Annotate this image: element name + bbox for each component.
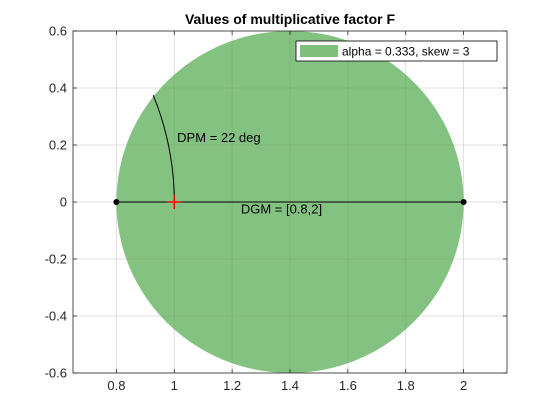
- x-tick-label: 1.4: [281, 378, 299, 393]
- plot-area: [73, 31, 507, 373]
- y-tick-label: -0.6: [45, 366, 67, 381]
- segment-endpoint: [460, 199, 467, 205]
- x-tick-label: 1.8: [397, 378, 415, 393]
- legend: alpha = 0.333, skew = 3: [295, 40, 498, 62]
- annotation-label: DGM = [0.8,2]: [241, 201, 322, 216]
- y-tick-label: -0.2: [45, 252, 67, 267]
- x-tick-label: 2: [460, 378, 467, 393]
- x-tick-label: 1: [171, 378, 178, 393]
- y-tick-label: 0.4: [49, 81, 67, 96]
- y-tick-label: 0.6: [49, 24, 67, 39]
- x-tick-label: 1.6: [339, 378, 357, 393]
- dpm-arc: [152, 95, 175, 203]
- annotations: DPM = 22 deg DGM = [0.8,2]: [177, 130, 322, 216]
- x-tick-label: 1.2: [223, 378, 241, 393]
- segment-endpoint: [113, 199, 120, 205]
- ticks: 0.8 1 1.2 1.4 1.6 1.8 2 0.6 0.4 0.2 0 -0.2 -0.4 -0.6: [45, 24, 507, 393]
- legend-entry: alpha = 0.333, skew = 3: [342, 45, 470, 59]
- annotation-label: DPM = 22 deg: [177, 130, 260, 145]
- y-tick-label: 0: [60, 195, 67, 210]
- x-tick-label: 0.8: [107, 378, 125, 393]
- y-tick-label: 0.2: [49, 138, 67, 153]
- legend-swatch: [300, 45, 338, 57]
- y-tick-label: -0.4: [45, 309, 67, 324]
- chart-title: Values of multiplicative factor F: [185, 11, 396, 27]
- legend-box: [295, 40, 498, 62]
